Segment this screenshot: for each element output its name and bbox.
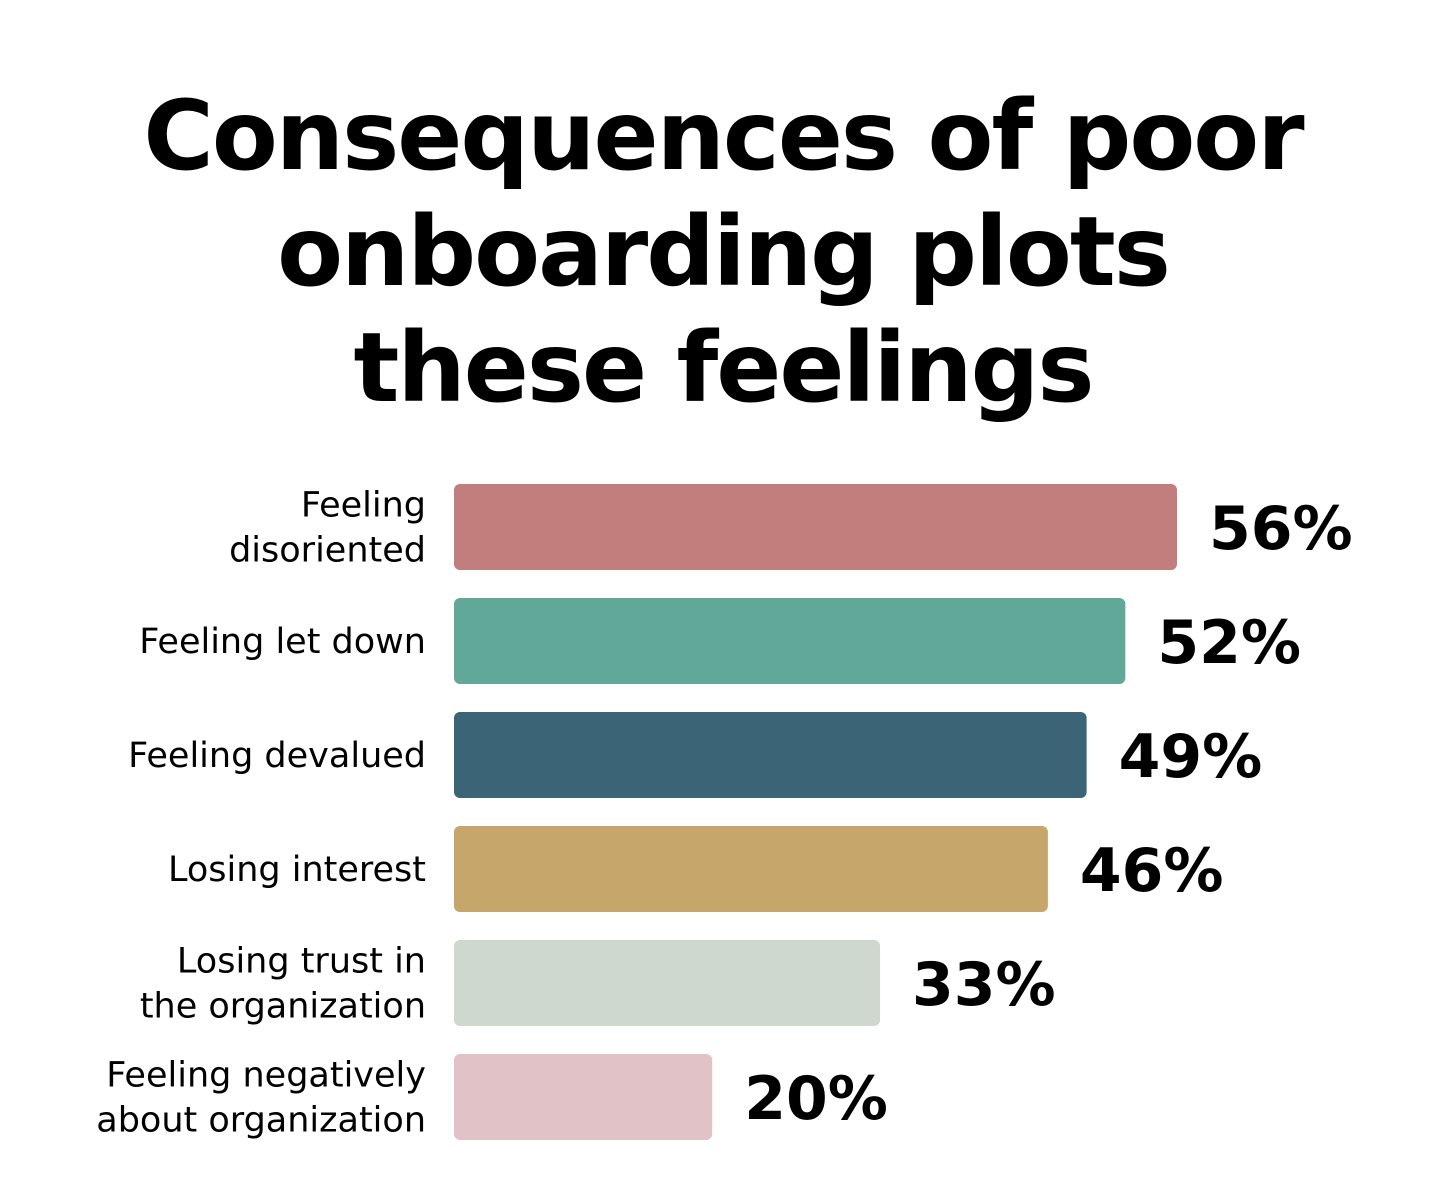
bar [454, 484, 1177, 570]
category-label-line: Feeling devalued [128, 736, 426, 776]
category-label: Feeling negatively about organization [96, 1056, 426, 1141]
bar-row: Feeling devalued 49% [128, 712, 1262, 798]
category-label-line: Losing interest [168, 850, 426, 890]
bar-row: Losing trust in the organization 33% [140, 940, 1056, 1027]
value-label: 20% [744, 1064, 888, 1134]
chart-title-line-1: Consequences of poor [143, 80, 1304, 192]
category-label-line: about organization [96, 1101, 426, 1141]
category-label: Feeling disoriented [229, 486, 426, 571]
bar [454, 1054, 713, 1140]
bar-row: Feeling disoriented 56% [229, 484, 1353, 571]
category-label-line: Feeling [301, 486, 426, 526]
category-label-line: disoriented [229, 531, 426, 571]
bar [454, 826, 1048, 912]
value-label: 33% [912, 950, 1056, 1020]
value-label: 49% [1119, 722, 1263, 792]
value-label: 52% [1157, 608, 1301, 678]
category-label-line: Losing trust in [177, 942, 426, 982]
chart-title-line-2: onboarding plots [277, 196, 1171, 308]
bar [454, 712, 1087, 798]
category-label-line: Feeling let down [139, 622, 426, 662]
category-label: Feeling let down [139, 622, 426, 662]
bar-row: Feeling let down 52% [139, 598, 1301, 684]
bar-row: Losing interest 46% [168, 826, 1224, 912]
value-label: 46% [1080, 836, 1224, 906]
category-label: Losing trust in the organization [140, 942, 426, 1027]
bar [454, 940, 881, 1026]
category-label: Feeling devalued [128, 736, 426, 776]
bar [454, 598, 1126, 684]
category-label: Losing interest [168, 850, 426, 890]
category-label-line: Feeling negatively [106, 1056, 426, 1096]
value-label: 56% [1209, 494, 1353, 564]
chart-title: Consequences of poor onboarding plots th… [0, 78, 1446, 426]
chart-title-line-3: these feelings [353, 312, 1094, 424]
bar-row: Feeling negatively about organization 20% [96, 1054, 888, 1141]
category-label-line: the organization [140, 987, 426, 1027]
